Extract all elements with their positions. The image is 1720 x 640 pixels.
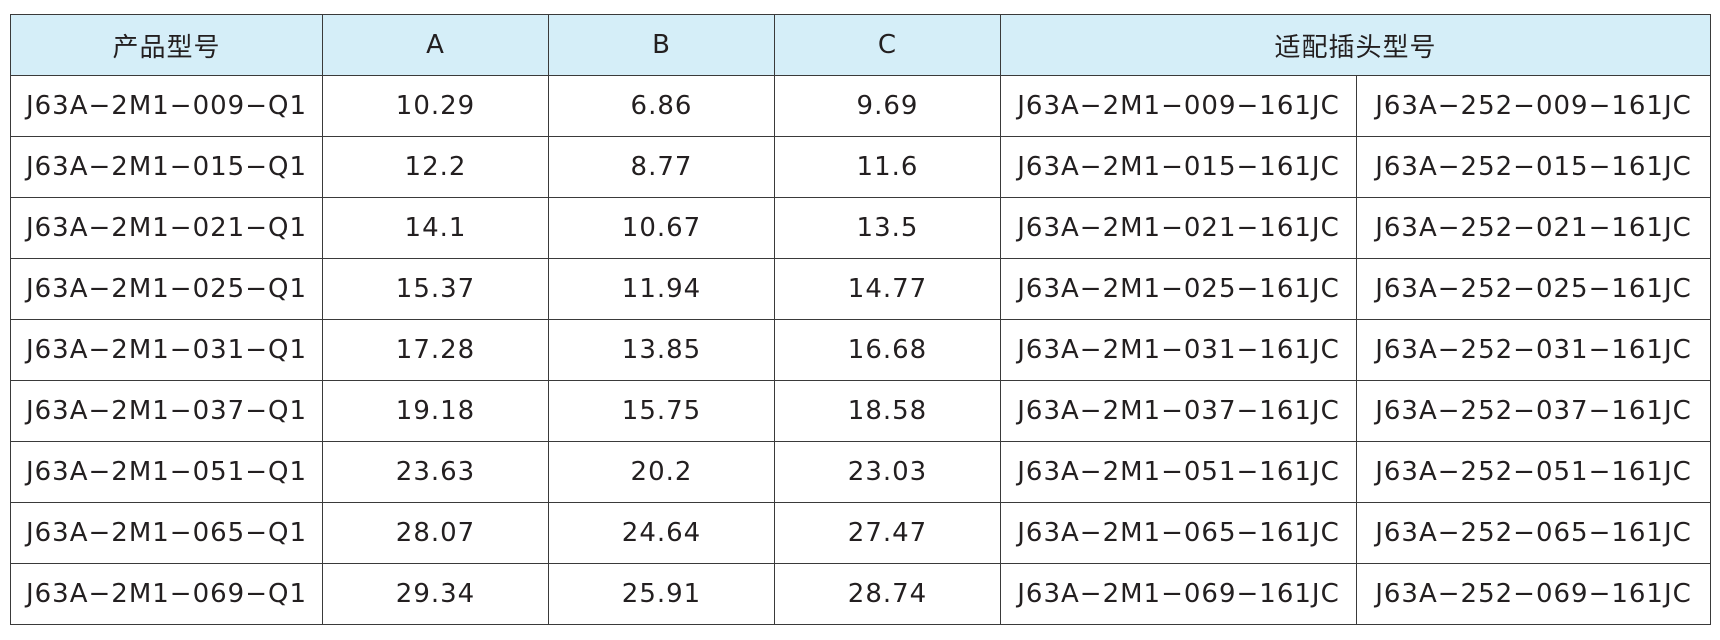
cell-model: J63A−2M1−031−Q1 [10, 319, 323, 381]
cell-plug-1: J63A−2M1−051−161JC [1000, 441, 1357, 503]
table-body: J63A−2M1−009−Q1 10.29 6.86 9.69 J63A−2M1… [10, 75, 1712, 625]
cell-plug-2: J63A−252−037−161JC [1355, 380, 1712, 442]
cell-a: 15.37 [322, 258, 549, 320]
cell-model: J63A−2M1−037−Q1 [10, 380, 323, 442]
cell-plug-1: J63A−2M1−037−161JC [1000, 380, 1357, 442]
cell-b: 25.91 [548, 563, 775, 625]
cell-a: 28.07 [322, 502, 549, 564]
table-row: J63A−2M1−065−Q1 28.07 24.64 27.47 J63A−2… [10, 502, 1712, 564]
cell-plug-1: J63A−2M1−065−161JC [1000, 502, 1357, 564]
table-row: J63A−2M1−025−Q1 15.37 11.94 14.77 J63A−2… [10, 258, 1712, 320]
cell-c: 11.6 [774, 136, 1001, 198]
cell-plug-2: J63A−252−025−161JC [1355, 258, 1712, 320]
cell-a: 23.63 [322, 441, 549, 503]
product-table-container: 产品型号 A B C 适配插头型号 J63A−2M1−009−Q1 10.29 … [10, 14, 1712, 625]
table-row: J63A−2M1−069−Q1 29.34 25.91 28.74 J63A−2… [10, 563, 1712, 625]
cell-c: 9.69 [774, 75, 1001, 137]
cell-plug-1: J63A−2M1−069−161JC [1000, 563, 1357, 625]
cell-b: 20.2 [548, 441, 775, 503]
cell-plug-1: J63A−2M1−021−161JC [1000, 197, 1357, 259]
cell-plug-1: J63A−2M1−031−161JC [1000, 319, 1357, 381]
cell-b: 8.77 [548, 136, 775, 198]
header-b: B [548, 14, 775, 76]
cell-model: J63A−2M1−051−Q1 [10, 441, 323, 503]
header-c: C [774, 14, 1001, 76]
header-product-model: 产品型号 [10, 14, 323, 76]
cell-c: 28.74 [774, 563, 1001, 625]
cell-plug-2: J63A−252−021−161JC [1355, 197, 1712, 259]
cell-b: 6.86 [548, 75, 775, 137]
cell-model: J63A−2M1−065−Q1 [10, 502, 323, 564]
header-row: 产品型号 A B C 适配插头型号 [10, 14, 1712, 76]
table-row: J63A−2M1−037−Q1 19.18 15.75 18.58 J63A−2… [10, 380, 1712, 442]
cell-c: 16.68 [774, 319, 1001, 381]
cell-plug-2: J63A−252−031−161JC [1355, 319, 1712, 381]
cell-b: 24.64 [548, 502, 775, 564]
table-row: J63A−2M1−031−Q1 17.28 13.85 16.68 J63A−2… [10, 319, 1712, 381]
cell-model: J63A−2M1−009−Q1 [10, 75, 323, 137]
cell-plug-1: J63A−2M1−025−161JC [1000, 258, 1357, 320]
cell-a: 29.34 [322, 563, 549, 625]
header-a: A [322, 14, 549, 76]
cell-a: 10.29 [322, 75, 549, 137]
cell-plug-2: J63A−252−065−161JC [1355, 502, 1712, 564]
cell-plug-2: J63A−252−069−161JC [1355, 563, 1712, 625]
table-row: J63A−2M1−015−Q1 12.2 8.77 11.6 J63A−2M1−… [10, 136, 1712, 198]
cell-c: 13.5 [774, 197, 1001, 259]
table-header: 产品型号 A B C 适配插头型号 [10, 14, 1712, 76]
cell-c: 23.03 [774, 441, 1001, 503]
table-row: J63A−2M1−009−Q1 10.29 6.86 9.69 J63A−2M1… [10, 75, 1712, 137]
cell-plug-1: J63A−2M1−015−161JC [1000, 136, 1357, 198]
cell-model: J63A−2M1−021−Q1 [10, 197, 323, 259]
cell-a: 17.28 [322, 319, 549, 381]
cell-b: 13.85 [548, 319, 775, 381]
cell-plug-2: J63A−252−051−161JC [1355, 441, 1712, 503]
cell-plug-1: J63A−2M1−009−161JC [1000, 75, 1357, 137]
table-row: J63A−2M1−021−Q1 14.1 10.67 13.5 J63A−2M1… [10, 197, 1712, 259]
cell-a: 12.2 [322, 136, 549, 198]
cell-b: 10.67 [548, 197, 775, 259]
cell-c: 14.77 [774, 258, 1001, 320]
cell-b: 15.75 [548, 380, 775, 442]
product-dimension-table: 产品型号 A B C 适配插头型号 J63A−2M1−009−Q1 10.29 … [10, 14, 1712, 625]
cell-model: J63A−2M1−015−Q1 [10, 136, 323, 198]
cell-a: 19.18 [322, 380, 549, 442]
cell-model: J63A−2M1−025−Q1 [10, 258, 323, 320]
cell-plug-2: J63A−252−009−161JC [1355, 75, 1712, 137]
cell-model: J63A−2M1−069−Q1 [10, 563, 323, 625]
cell-c: 27.47 [774, 502, 1001, 564]
cell-c: 18.58 [774, 380, 1001, 442]
cell-b: 11.94 [548, 258, 775, 320]
header-matching-plug-model: 适配插头型号 [999, 14, 1712, 76]
cell-a: 14.1 [322, 197, 549, 259]
cell-plug-2: J63A−252−015−161JC [1355, 136, 1712, 198]
table-row: J63A−2M1−051−Q1 23.63 20.2 23.03 J63A−2M… [10, 441, 1712, 503]
